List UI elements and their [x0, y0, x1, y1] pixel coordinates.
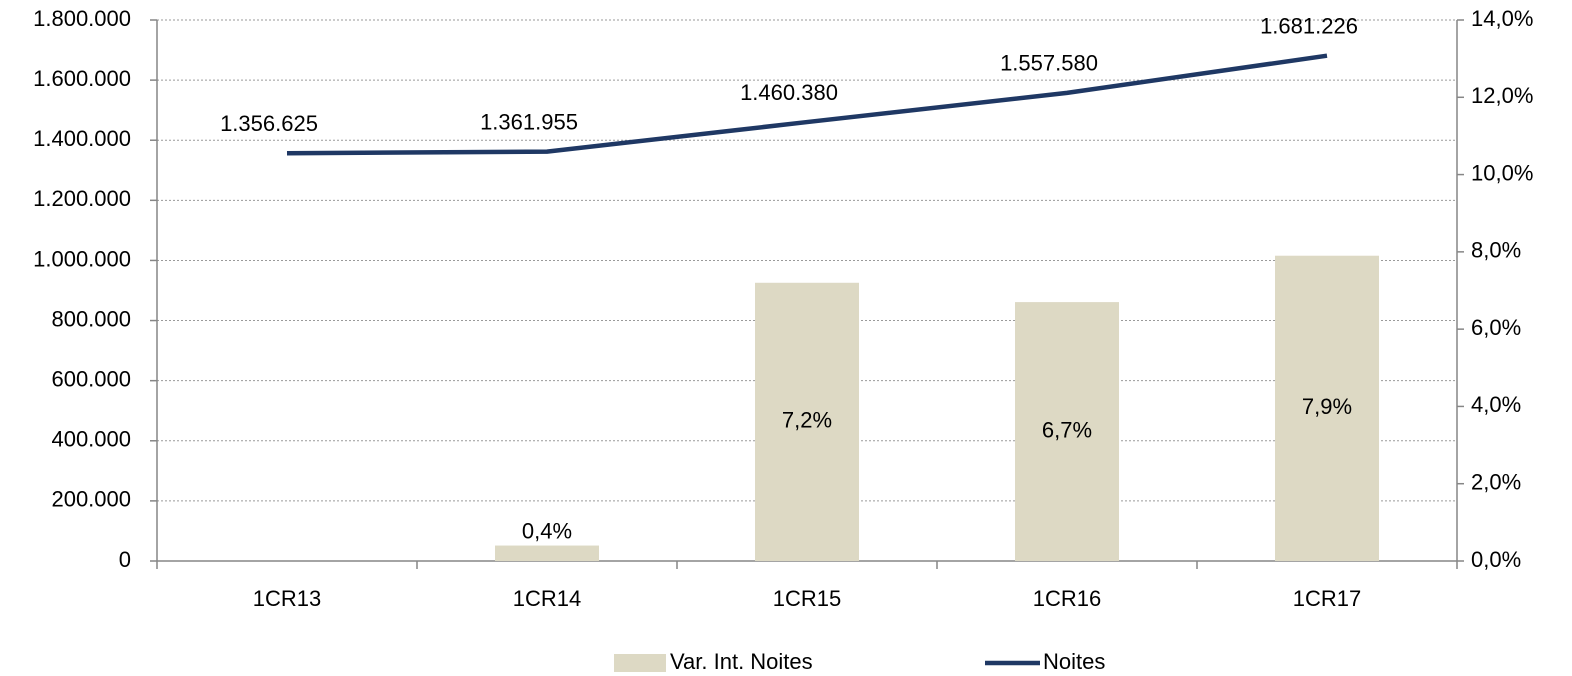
- line-value-label: 1.361.955: [480, 109, 578, 134]
- x-tick-label: 1CR17: [1293, 586, 1361, 611]
- line-value-label: 1.460.380: [740, 80, 838, 105]
- bar-value-label: 7,9%: [1302, 394, 1352, 419]
- x-tick-label: 1CR14: [513, 586, 581, 611]
- y2-tick-label: 12,0%: [1471, 83, 1533, 108]
- y-tick-label: 1.000.000: [33, 246, 131, 271]
- y2-tick-label: 4,0%: [1471, 392, 1521, 417]
- x-tick-label: 1CR16: [1033, 586, 1101, 611]
- legend-label: Noites: [1043, 649, 1105, 674]
- y2-tick-label: 6,0%: [1471, 315, 1521, 340]
- y2-tick-label: 8,0%: [1471, 238, 1521, 263]
- y-tick-label: 800.000: [51, 306, 131, 331]
- legend-swatch: [614, 654, 666, 672]
- bar-value-label: 7,2%: [782, 408, 832, 433]
- y-tick-label: 600.000: [51, 366, 131, 391]
- x-tick-label: 1CR13: [253, 586, 321, 611]
- bar: [1275, 255, 1379, 561]
- bar: [1015, 302, 1119, 561]
- y2-tick-label: 10,0%: [1471, 160, 1533, 185]
- legend-label: Var. Int. Noites: [670, 649, 813, 674]
- line-value-label: 1.557.580: [1000, 51, 1098, 76]
- x-tick-label: 1CR15: [773, 586, 841, 611]
- line-value-label: 1.356.625: [220, 111, 318, 136]
- line: [286, 53, 1328, 156]
- y-tick-label: 1.600.000: [33, 66, 131, 91]
- y-tick-label: 1.800.000: [33, 6, 131, 31]
- line-value-label: 1.681.226: [1260, 14, 1358, 39]
- y2-tick-label: 14,0%: [1471, 6, 1533, 31]
- y2-tick-label: 0,0%: [1471, 547, 1521, 572]
- bar: [755, 282, 859, 561]
- y-tick-label: 1.400.000: [33, 126, 131, 151]
- bar-value-label: 0,4%: [522, 518, 572, 543]
- y-tick-label: 200.000: [51, 487, 131, 512]
- y-tick-label: 1.200.000: [33, 186, 131, 211]
- y2-tick-label: 2,0%: [1471, 470, 1521, 495]
- bar-value-label: 6,7%: [1042, 417, 1092, 442]
- y-tick-label: 0: [119, 547, 131, 572]
- y-tick-label: 400.000: [51, 427, 131, 452]
- bar: [495, 545, 599, 561]
